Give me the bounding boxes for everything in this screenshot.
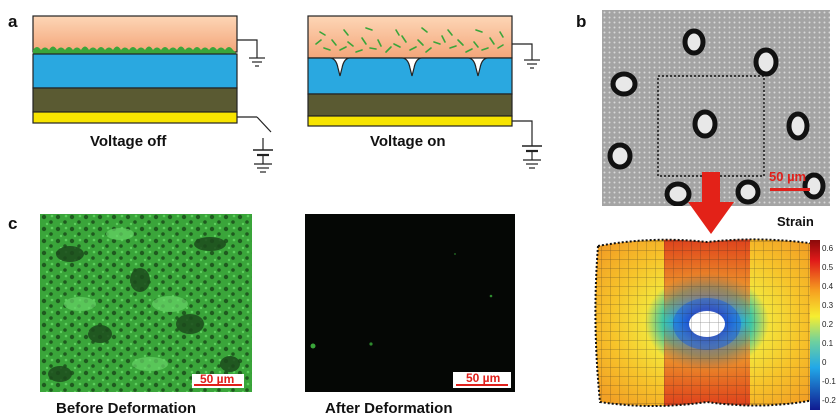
colorbar-tick: 0.2 xyxy=(822,320,834,329)
colorbar-tick: -0.1 xyxy=(822,377,836,386)
colorbar-tick: 0.5 xyxy=(822,263,834,272)
before-deformation-caption: Before Deformation xyxy=(56,400,197,417)
panel-c-letter: c xyxy=(8,214,18,233)
before-scalebar-label: 50 µm xyxy=(200,372,235,386)
strain-colorbar xyxy=(810,240,820,410)
micrograph-scalebar-label: 50 µm xyxy=(769,169,807,184)
colorbar-tick: 0.3 xyxy=(822,301,834,310)
down-arrow-icon xyxy=(688,172,734,234)
colorbar-tick: 0.4 xyxy=(822,282,834,291)
pore-micrograph xyxy=(602,10,830,206)
colorbar-tick: 0.6 xyxy=(822,244,834,253)
colorbar-tick: 0.1 xyxy=(822,339,834,348)
strain-label: Strain xyxy=(777,214,814,229)
colorbar-tick: 0 xyxy=(822,358,827,367)
panel-b-letter: b xyxy=(576,12,587,31)
voltage-off-caption: Voltage off xyxy=(90,133,167,150)
after-scalebar-label: 50 µm xyxy=(466,371,501,385)
colorbar-ticks: 0.6 0.5 0.4 0.3 0.2 0.1 0 -0.1 -0.2 xyxy=(822,244,837,414)
panel-a-letter: a xyxy=(8,12,18,31)
strain-map xyxy=(594,238,820,407)
device-voltage-on-diagram xyxy=(307,15,542,169)
micrograph-scalebar-line xyxy=(770,188,810,191)
before-deformation-image xyxy=(40,214,252,392)
device-voltage-off-diagram xyxy=(32,15,273,173)
after-deformation-image xyxy=(305,214,515,392)
voltage-on-caption: Voltage on xyxy=(370,133,446,150)
after-deformation-caption: After Deformation xyxy=(325,400,453,417)
colorbar-tick: -0.2 xyxy=(822,396,836,405)
